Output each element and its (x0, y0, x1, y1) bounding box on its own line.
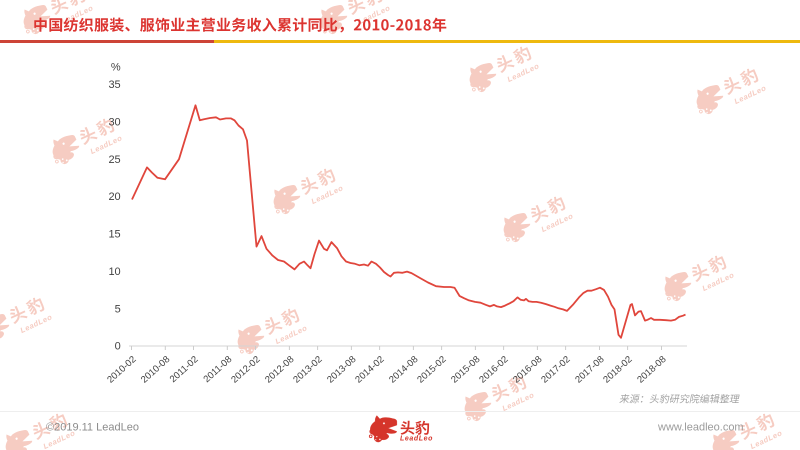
svg-text:2015-08: 2015-08 (449, 354, 482, 386)
svg-text:30: 30 (108, 117, 120, 129)
svg-text:5: 5 (115, 303, 121, 315)
svg-text:2014-02: 2014-02 (353, 354, 386, 386)
svg-text:2018-02: 2018-02 (601, 354, 634, 386)
svg-text:LeadLeo: LeadLeo (400, 436, 433, 443)
svg-text:2016-08: 2016-08 (511, 354, 544, 386)
svg-text:2010-08: 2010-08 (139, 354, 172, 386)
svg-text:35: 35 (108, 79, 120, 91)
svg-text:%: % (111, 62, 121, 74)
svg-text:20: 20 (108, 191, 120, 203)
svg-text:©2019.11 LeadLeo: ©2019.11 LeadLeo (46, 422, 139, 434)
svg-text:2010-02: 2010-02 (105, 354, 138, 386)
svg-text:2011-08: 2011-08 (202, 354, 235, 385)
svg-text:2012-08: 2012-08 (263, 354, 296, 386)
svg-text:0: 0 (115, 341, 121, 353)
svg-text:2012-02: 2012-02 (229, 354, 262, 386)
svg-text:2016-02: 2016-02 (477, 354, 510, 386)
svg-text:2018-08: 2018-08 (635, 354, 668, 386)
svg-text:2015-02: 2015-02 (415, 354, 448, 386)
svg-text:2014-08: 2014-08 (387, 354, 420, 386)
svg-text:10: 10 (108, 266, 120, 278)
svg-text:2017-08: 2017-08 (573, 354, 606, 386)
svg-text:2011-02: 2011-02 (168, 354, 201, 385)
svg-text:2013-02: 2013-02 (291, 354, 324, 386)
svg-text:2017-02: 2017-02 (539, 354, 572, 386)
svg-text:15: 15 (108, 229, 120, 241)
svg-text:2013-08: 2013-08 (325, 354, 358, 386)
svg-text:25: 25 (108, 154, 120, 166)
svg-text:www.leadleo.com: www.leadleo.com (657, 422, 744, 434)
